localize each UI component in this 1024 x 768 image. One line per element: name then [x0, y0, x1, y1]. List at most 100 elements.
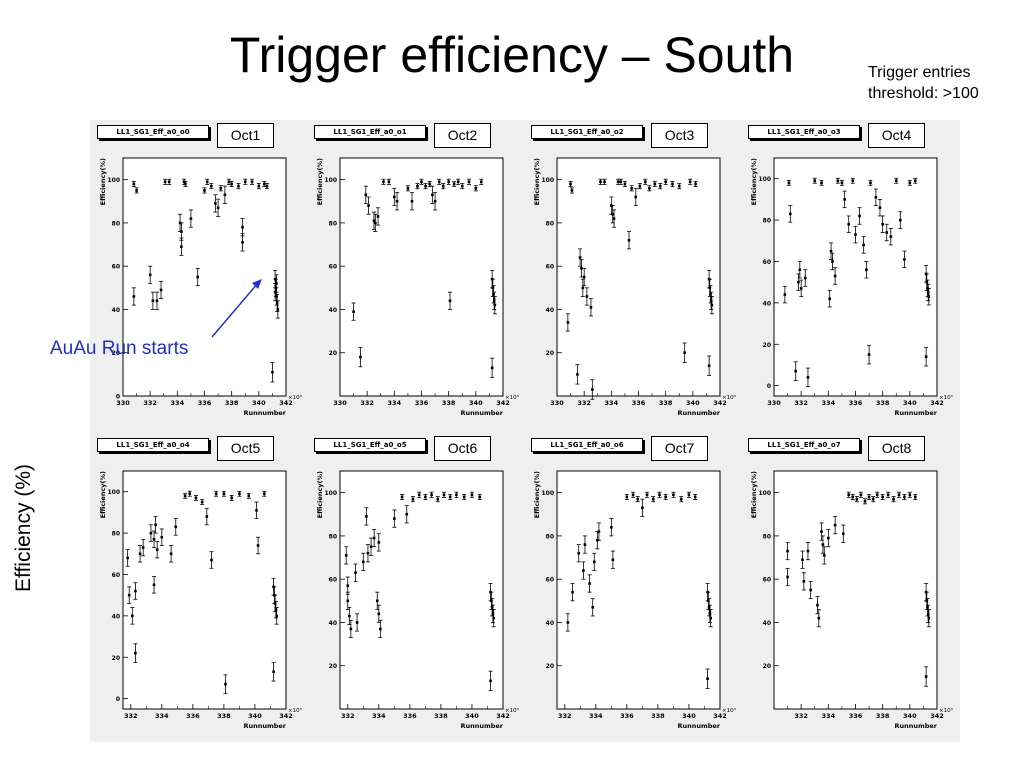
data-marker: [492, 293, 495, 296]
data-marker: [265, 184, 269, 188]
data-point: [670, 180, 675, 187]
y-axis-title: Efficiency(%): [750, 158, 758, 205]
x-multiplier-label: ×10³: [505, 707, 519, 714]
data-point: [808, 580, 813, 600]
y-tick-label: 100: [324, 177, 337, 184]
data-marker: [672, 493, 675, 497]
plot-pad-2: 20 40 60 80 100 330 332 334 336 338 340 342 ×10³ Runn…: [307, 120, 519, 417]
data-marker: [589, 305, 593, 309]
data-marker: [275, 295, 278, 298]
data-marker: [346, 599, 350, 603]
y-tick-label: 60: [112, 572, 120, 579]
data-point: [588, 298, 593, 317]
data-marker: [892, 497, 895, 501]
data-marker: [623, 182, 627, 186]
data-point: [351, 302, 356, 321]
data-point: [924, 346, 929, 367]
data-point: [671, 491, 676, 498]
x-tick-label: 334: [822, 712, 836, 720]
data-point: [839, 179, 844, 186]
x-tick-label: 332: [558, 712, 572, 720]
data-point: [569, 187, 574, 194]
data-point: [880, 215, 885, 233]
data-marker: [924, 675, 928, 678]
data-marker: [809, 588, 812, 592]
data-marker: [262, 182, 266, 186]
data-marker: [786, 549, 789, 553]
data-marker: [196, 275, 200, 279]
x-tick-label: 342: [496, 712, 510, 720]
data-marker: [687, 493, 691, 497]
data-point: [205, 178, 210, 185]
y-tick-label: 40: [329, 307, 337, 314]
data-marker: [478, 495, 482, 499]
data-marker: [631, 493, 635, 497]
data-marker: [709, 616, 712, 620]
x-tick-label: 342: [496, 399, 510, 407]
data-marker: [223, 193, 227, 197]
data-marker: [708, 286, 712, 290]
y-tick-label: 40: [763, 300, 771, 307]
data-marker: [706, 677, 709, 681]
data-marker: [493, 303, 497, 307]
data-point: [243, 178, 248, 185]
data-point: [884, 223, 889, 242]
data-marker: [913, 179, 917, 183]
data-marker: [374, 221, 377, 225]
data-point: [141, 538, 146, 557]
note-line-2: threshold: >100: [868, 85, 979, 102]
data-marker: [273, 602, 277, 605]
data-point: [173, 518, 178, 536]
x-tick-label: 340: [686, 399, 700, 407]
data-marker: [566, 621, 570, 624]
data-point: [612, 209, 617, 228]
data-point: [202, 187, 207, 194]
data-marker: [787, 181, 791, 185]
x-tick-label: 336: [198, 399, 212, 407]
x-multiplier-label: ×10³: [288, 394, 302, 401]
y-tick-label: 40: [112, 613, 120, 620]
x-tick-label: 332: [124, 712, 138, 720]
data-marker: [570, 189, 574, 192]
x-tick-label: 330: [333, 399, 347, 407]
data-point: [456, 178, 461, 185]
data-marker: [688, 180, 692, 184]
data-point: [372, 529, 377, 548]
data-marker: [658, 493, 661, 497]
y-tick-label: 20: [763, 663, 771, 670]
x-tick-label: 334: [605, 399, 619, 407]
data-point: [645, 491, 650, 498]
data-marker: [903, 495, 906, 499]
data-marker: [677, 184, 681, 188]
data-marker: [365, 515, 368, 518]
data-marker: [154, 523, 157, 527]
data-point: [590, 379, 595, 400]
data-marker: [490, 606, 494, 609]
data-point: [437, 178, 442, 185]
data-marker: [924, 355, 928, 358]
data-marker: [189, 217, 193, 220]
data-marker: [393, 195, 396, 199]
data-marker: [131, 614, 134, 618]
data-point: [827, 290, 832, 308]
data-point: [565, 313, 570, 332]
y-tick-label: 20: [329, 663, 337, 670]
data-marker: [262, 492, 266, 496]
data-marker: [878, 206, 882, 209]
data-point: [880, 493, 885, 500]
data-marker: [803, 276, 807, 280]
data-point: [888, 227, 893, 246]
y-axis-title: Efficiency(%): [316, 158, 324, 205]
data-marker: [479, 180, 483, 184]
data-point: [369, 537, 374, 556]
data-marker: [354, 571, 357, 574]
data-point: [477, 493, 482, 500]
histogram-name-box: LL1_SG1_Eff_a0_o4: [97, 438, 209, 452]
data-marker: [927, 616, 931, 620]
y-tick-label: 60: [546, 577, 554, 584]
data-point: [896, 491, 901, 498]
y-axis-title: Efficiency(%): [99, 158, 107, 205]
data-marker: [578, 256, 582, 259]
data-marker: [859, 493, 863, 497]
data-marker: [612, 217, 616, 220]
